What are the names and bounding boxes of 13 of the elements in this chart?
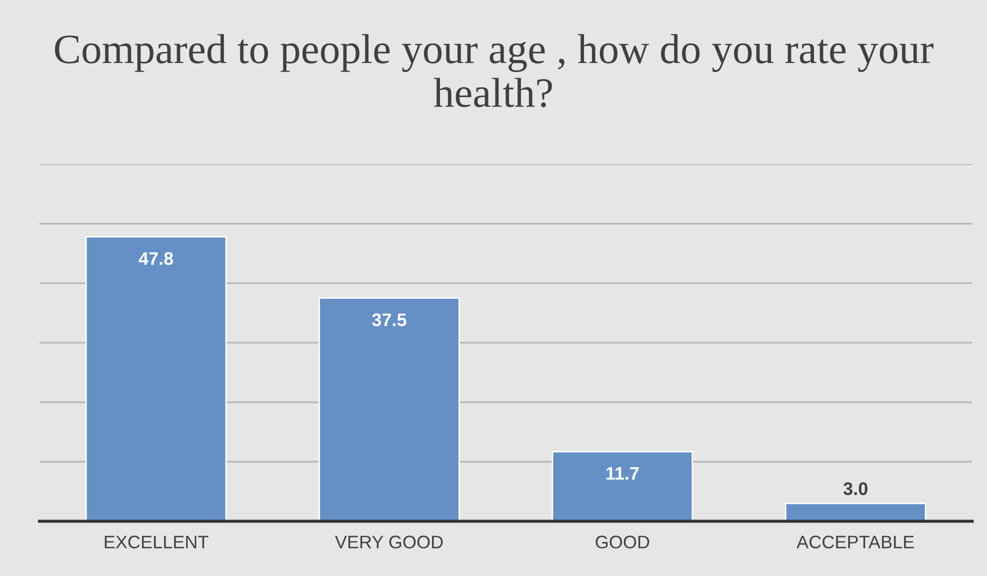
data-label: 37.5 <box>372 313 406 326</box>
bar <box>85 236 227 522</box>
x-tick-label: EXCELLENT <box>104 536 208 548</box>
x-tick-label: GOOD <box>596 536 650 548</box>
data-label: 11.7 <box>606 467 639 480</box>
x-tick-label: ACCEPTABLE <box>796 536 914 548</box>
x-tick-label: VERY GOOD <box>334 536 443 548</box>
bar <box>318 297 460 522</box>
bar <box>784 502 926 522</box>
bar <box>552 450 694 522</box>
chart-title: Compared to people your age , how do you rate your health? <box>54 34 934 108</box>
data-label: 47.8 <box>138 252 174 265</box>
data-label: 3.0 <box>843 482 868 496</box>
